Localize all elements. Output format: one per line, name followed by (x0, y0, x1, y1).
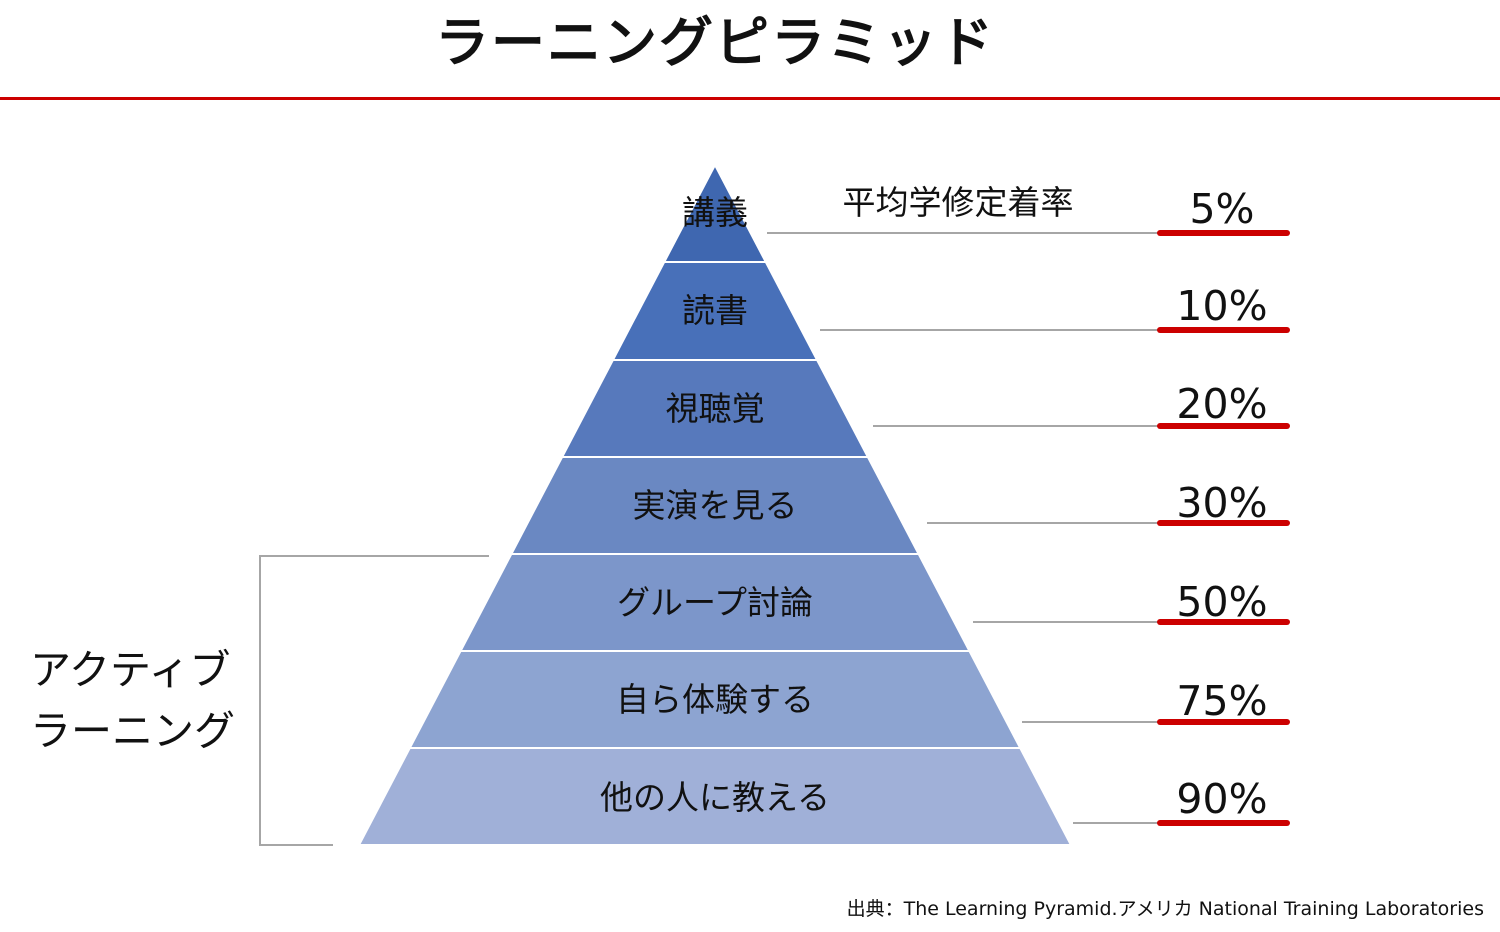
pyramid-tier-label: グループ討論 (617, 583, 813, 622)
pyramid-tier-label: 自ら体験する (616, 680, 814, 719)
retention-value: 30% (1176, 479, 1267, 527)
active-learning-label-line-2: ラーニング (30, 707, 235, 755)
retention-value: 50% (1176, 578, 1267, 626)
pyramid-tier-label: 講義 (682, 193, 748, 232)
retention-value: 75% (1176, 677, 1267, 725)
pyramid-tier-label: 他の人に教える (600, 778, 830, 817)
retention-value: 5% (1189, 185, 1254, 233)
pyramid-tiers (357, 162, 1073, 846)
retention-values: 5% 10% 20% 30% 50% 75% 90% (1176, 185, 1267, 823)
page-title: ラーニングピラミッド (435, 11, 995, 74)
active-learning-label-line-1: アクティブ (30, 646, 231, 694)
active-learning-label: アクティブ ラーニング (30, 646, 235, 755)
pyramid-tier-label: 実演を見る (633, 486, 798, 525)
retention-leader-lines (767, 230, 1290, 826)
active-learning-bracket (259, 555, 489, 846)
retention-value: 20% (1176, 380, 1267, 428)
title-underline (0, 97, 1500, 100)
retention-value: 10% (1176, 282, 1267, 330)
pyramid-tier-label: 読書 (682, 291, 748, 330)
retention-value: 90% (1176, 775, 1267, 823)
pyramid-tier (357, 747, 1073, 846)
pyramid-tier-label: 視聴覚 (666, 389, 765, 428)
retention-header: 平均学修定着率 (843, 183, 1074, 222)
source-citation: 出典：The Learning Pyramid.アメリカ National Tr… (846, 898, 1484, 920)
